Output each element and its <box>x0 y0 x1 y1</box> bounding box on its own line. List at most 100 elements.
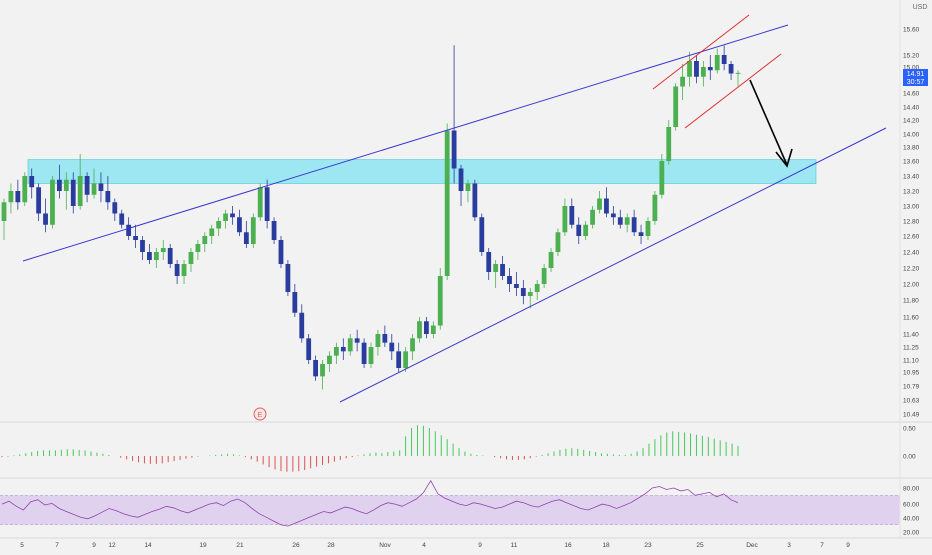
candle <box>527 288 533 309</box>
candle <box>1 198 7 240</box>
candle-body <box>527 292 533 296</box>
rsi-tick-label: 80.00 <box>903 486 920 493</box>
candle <box>195 240 201 260</box>
price-tick-label: 10.79 <box>903 384 920 391</box>
candle-body <box>8 191 14 203</box>
candle <box>91 168 97 199</box>
forecast-arrow <box>749 79 788 166</box>
candle <box>313 355 319 381</box>
candle-body <box>160 248 166 252</box>
candle <box>340 338 346 360</box>
price-tick-label: 11.10 <box>903 358 919 365</box>
time-tick-label: 9 <box>478 542 482 549</box>
candle-body <box>604 198 609 214</box>
candle <box>257 183 263 221</box>
candle-body <box>147 252 152 260</box>
candle <box>181 260 187 284</box>
candle <box>631 209 637 236</box>
event-marker[interactable]: E <box>253 407 267 421</box>
candle-body <box>77 176 83 206</box>
candle-body <box>313 360 319 377</box>
candle <box>375 329 381 356</box>
candle <box>174 260 180 284</box>
candle <box>604 187 609 218</box>
candle-body <box>91 183 97 195</box>
candle-body <box>306 338 312 360</box>
forecast-arrowhead <box>775 148 793 168</box>
candle-body <box>250 217 256 244</box>
candle <box>389 334 395 360</box>
time-tick-label: 26 <box>292 542 300 549</box>
candle-body <box>590 209 595 225</box>
candle-body <box>202 236 208 244</box>
candle <box>610 206 616 225</box>
rsi-tick-label: 40.00 <box>903 516 920 523</box>
candle <box>36 183 42 221</box>
candle <box>320 360 325 390</box>
candle <box>278 236 284 268</box>
candle <box>597 191 602 214</box>
candle-body <box>631 217 637 233</box>
candle <box>700 61 706 87</box>
candle <box>707 55 713 80</box>
candle <box>403 347 409 372</box>
candle <box>306 334 312 364</box>
candle-body <box>389 342 395 352</box>
macd-tick-label: 0.00 <box>903 454 916 461</box>
candle <box>486 248 492 280</box>
candle-body <box>278 240 284 264</box>
price-tick-label: 10.49 <box>903 412 920 419</box>
last-price-label: 14.91 <box>907 71 925 78</box>
time-tick-label: Dec <box>746 542 758 549</box>
candle <box>583 221 589 240</box>
candle-body <box>673 86 679 127</box>
time-tick-label: Nov <box>379 542 391 549</box>
candle <box>721 45 727 71</box>
candle <box>555 228 561 256</box>
candle-body <box>223 213 228 221</box>
candle-body <box>486 252 492 272</box>
time-tick-label: 14 <box>144 542 152 549</box>
candle-body <box>375 334 381 347</box>
candle-body <box>687 61 692 77</box>
candle <box>333 342 339 364</box>
price-tick-label: 14.40 <box>903 105 920 112</box>
candle-body <box>237 217 242 233</box>
candle <box>458 164 464 206</box>
candle-body <box>493 264 499 272</box>
price-tick-label: 14.00 <box>903 132 920 139</box>
candle-body <box>652 194 658 221</box>
currency-label: USD <box>913 4 928 11</box>
candle <box>167 244 173 268</box>
candle <box>354 329 360 352</box>
candle-body <box>694 61 699 77</box>
candle-body <box>410 338 415 352</box>
candle <box>437 268 443 330</box>
candle <box>562 198 568 236</box>
candle-body <box>181 264 187 276</box>
price-tick-label: 11.80 <box>903 298 919 305</box>
candle <box>250 213 256 248</box>
candle <box>507 268 512 292</box>
candle <box>22 172 28 206</box>
candle-body <box>534 284 540 292</box>
candle <box>112 198 118 221</box>
candle <box>472 179 478 221</box>
candle-body <box>541 268 547 284</box>
candle-body <box>43 213 48 225</box>
candle-body <box>133 236 138 240</box>
candle <box>50 176 55 229</box>
candle <box>382 325 388 347</box>
candle <box>569 198 575 229</box>
candle-body <box>721 55 727 64</box>
candle <box>479 213 485 256</box>
event-marker-label: E <box>258 412 263 419</box>
candle-body <box>299 312 305 339</box>
candle <box>285 260 291 296</box>
price-tick-label: 10.63 <box>903 398 920 405</box>
price-tick-label: 11.60 <box>903 315 919 322</box>
candle <box>264 179 270 229</box>
candle-body <box>105 191 111 203</box>
